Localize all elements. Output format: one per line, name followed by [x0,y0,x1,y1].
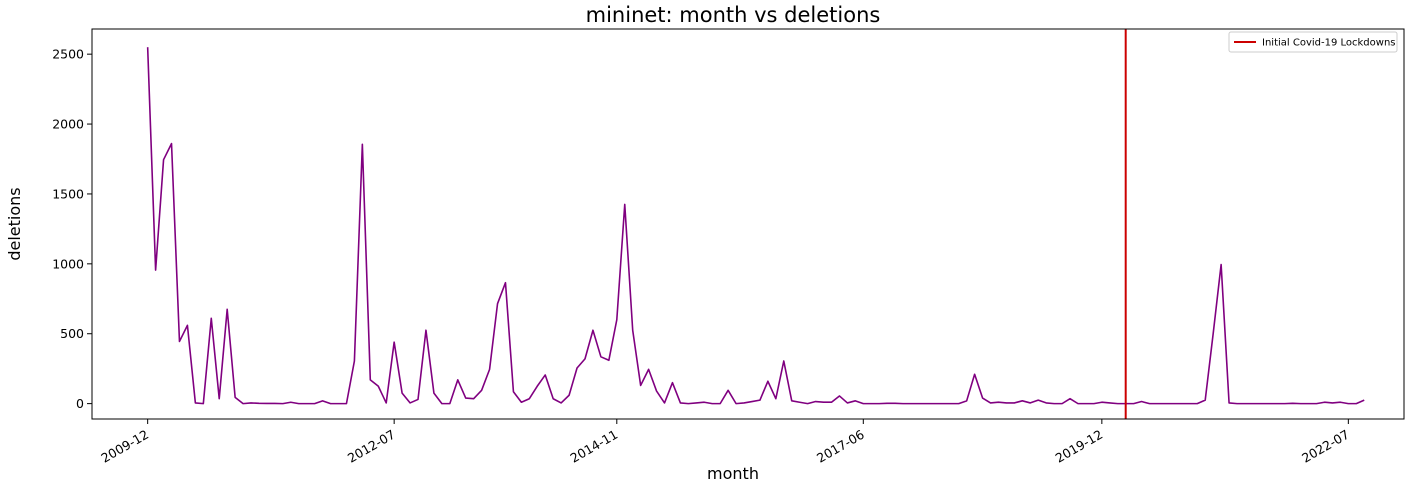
y-tick-label: 2500 [52,47,84,62]
y-tick-label: 1000 [52,256,84,271]
x-axis-label: month [707,464,759,483]
y-tick-label: 1500 [52,186,84,201]
series-line [146,47,1365,405]
y-tick-label: 2000 [52,117,84,132]
chart-title: mininet: month vs deletions [586,3,881,27]
y-tick-label: 0 [76,396,84,411]
legend: Initial Covid-19 Lockdowns [1228,31,1398,53]
y-axis-label: deletions [5,187,24,260]
legend-label: Initial Covid-19 Lockdowns [1262,38,1396,49]
y-tick-label: 500 [60,326,84,341]
axes-frame [91,28,1405,420]
legend-box [1228,31,1398,53]
